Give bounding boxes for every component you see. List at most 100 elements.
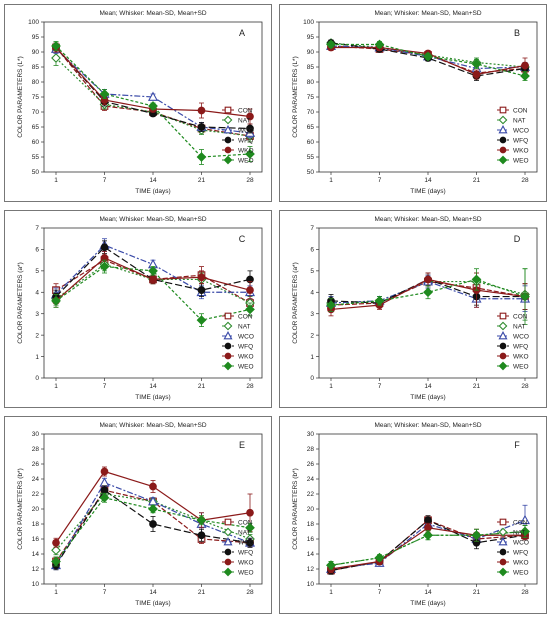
- x-axis-label: TIME (days): [135, 188, 170, 195]
- chart-panel-b: Mean; Whisker: Mean-SD, Mean+SD B 50 55 60 65…: [279, 4, 547, 202]
- data-point: [246, 286, 254, 294]
- series-weo: [326, 268, 530, 325]
- data-point: [100, 243, 109, 252]
- x-tick-label: 1: [329, 589, 333, 596]
- legend-entry: WCO: [513, 333, 529, 340]
- y-tick-label: 0: [310, 375, 314, 382]
- series-line: [55, 263, 251, 304]
- legend-marker: [223, 361, 233, 371]
- x-tick-label: 21: [473, 383, 481, 390]
- legend-marker: [498, 115, 508, 125]
- x-tick-label: 1: [329, 383, 333, 390]
- data-point: [148, 265, 158, 276]
- y-tick-label: 90: [32, 49, 40, 56]
- chart-panel-d: Mean; Whisker: Mean-SD, Mean+SD D 0 1 2 3 4 5 6 7…: [279, 210, 547, 408]
- x-tick-label: 14: [424, 383, 432, 390]
- y-axis-label: COLOR PARAMETERS (a*): [17, 262, 24, 344]
- legend-entry: WKO: [238, 559, 254, 566]
- legend-entry: NAT: [513, 117, 526, 124]
- y-axis-label: COLOR PARAMETERS (a*): [292, 262, 299, 344]
- panel-label: C: [239, 234, 246, 244]
- panel-label: E: [239, 440, 245, 450]
- x-axis-label: TIME (days): [135, 394, 170, 401]
- data-point: [148, 504, 158, 514]
- legend-marker: [499, 558, 507, 566]
- legend-entry: WEO: [238, 569, 254, 576]
- data-point: [521, 61, 529, 70]
- legend-entry: WFQ: [238, 343, 253, 350]
- data-point: [52, 538, 60, 547]
- data-point: [51, 53, 61, 63]
- legend-entry: NAT: [513, 529, 526, 536]
- y-axis-label: COLOR PARAMETERS (b*): [292, 468, 299, 550]
- data-point: [149, 520, 157, 528]
- x-tick-label: 1: [329, 177, 333, 184]
- legend: CON NAT WCO WFQ WKO WEO: [497, 106, 529, 165]
- data-point: [471, 59, 482, 69]
- y-tick-label: 26: [32, 461, 40, 468]
- y-tick-label: 22: [32, 491, 40, 498]
- y-axis-label: COLOR PARAMETERS (b*): [17, 468, 24, 550]
- legend-marker: [224, 352, 232, 360]
- x-tick-label: 7: [378, 383, 382, 390]
- data-point: [424, 516, 432, 525]
- x-tick-label: 28: [246, 589, 254, 596]
- x-axis-label: TIME (days): [135, 600, 170, 607]
- legend-entry: WCO: [513, 539, 529, 546]
- legend-marker: [223, 527, 233, 537]
- y-tick-label: 12: [307, 566, 315, 573]
- legend-entry: CON: [238, 313, 253, 320]
- legend-marker: [224, 558, 232, 566]
- data-point: [51, 295, 61, 306]
- x-tick-label: 1: [54, 383, 58, 390]
- y-tick-label: 70: [307, 109, 315, 116]
- legend-entry: WEO: [513, 157, 529, 164]
- legend-marker: [499, 342, 507, 350]
- legend-marker: [499, 312, 507, 320]
- legend-marker: [223, 537, 233, 546]
- series-weo: [326, 525, 530, 571]
- y-tick-label: 75: [307, 94, 315, 101]
- y-tick-label: 75: [32, 94, 40, 101]
- data-point: [99, 492, 110, 503]
- x-tick-label: 21: [198, 383, 206, 390]
- x-tick-label: 7: [103, 177, 107, 184]
- y-tick-label: 60: [307, 139, 315, 146]
- series-line: [55, 246, 251, 297]
- series-line: [331, 43, 526, 77]
- legend-marker: [223, 331, 233, 340]
- data-point: [520, 71, 530, 81]
- legend-marker: [224, 146, 232, 154]
- data-point: [326, 560, 336, 571]
- data-point: [51, 545, 61, 556]
- y-tick-label: 95: [307, 34, 315, 41]
- y-tick-label: 85: [32, 64, 40, 71]
- y-tick-label: 6: [310, 247, 314, 254]
- data-point: [99, 261, 110, 272]
- legend-entry: WKO: [238, 147, 254, 154]
- legend-marker: [498, 321, 508, 331]
- y-tick-label: 18: [307, 521, 315, 528]
- y-tick-label: 1: [35, 354, 39, 361]
- legend-entry: WKO: [513, 147, 529, 154]
- chart-panel-a: Mean; Whisker: Mean-SD, Mean+SD A 50 55 60 65…: [4, 4, 272, 202]
- legend-entry: WFQ: [513, 137, 528, 144]
- x-tick-label: 14: [424, 177, 432, 184]
- y-tick-label: 65: [307, 124, 315, 131]
- data-point: [424, 523, 432, 532]
- y-tick-label: 24: [307, 476, 315, 483]
- x-tick-label: 7: [378, 589, 382, 596]
- legend-marker: [498, 125, 508, 134]
- legend-marker: [224, 106, 232, 114]
- y-tick-label: 1: [310, 354, 314, 361]
- legend-marker: [498, 527, 508, 537]
- panel-border: [4, 210, 272, 408]
- legend-marker: [499, 136, 507, 144]
- y-tick-label: 7: [310, 225, 314, 232]
- data-point: [149, 275, 157, 284]
- panel-border: [279, 210, 547, 408]
- y-tick-label: 55: [32, 154, 40, 161]
- legend-entry: WFQ: [513, 549, 528, 556]
- data-point: [471, 274, 482, 285]
- panel-border: [4, 4, 272, 202]
